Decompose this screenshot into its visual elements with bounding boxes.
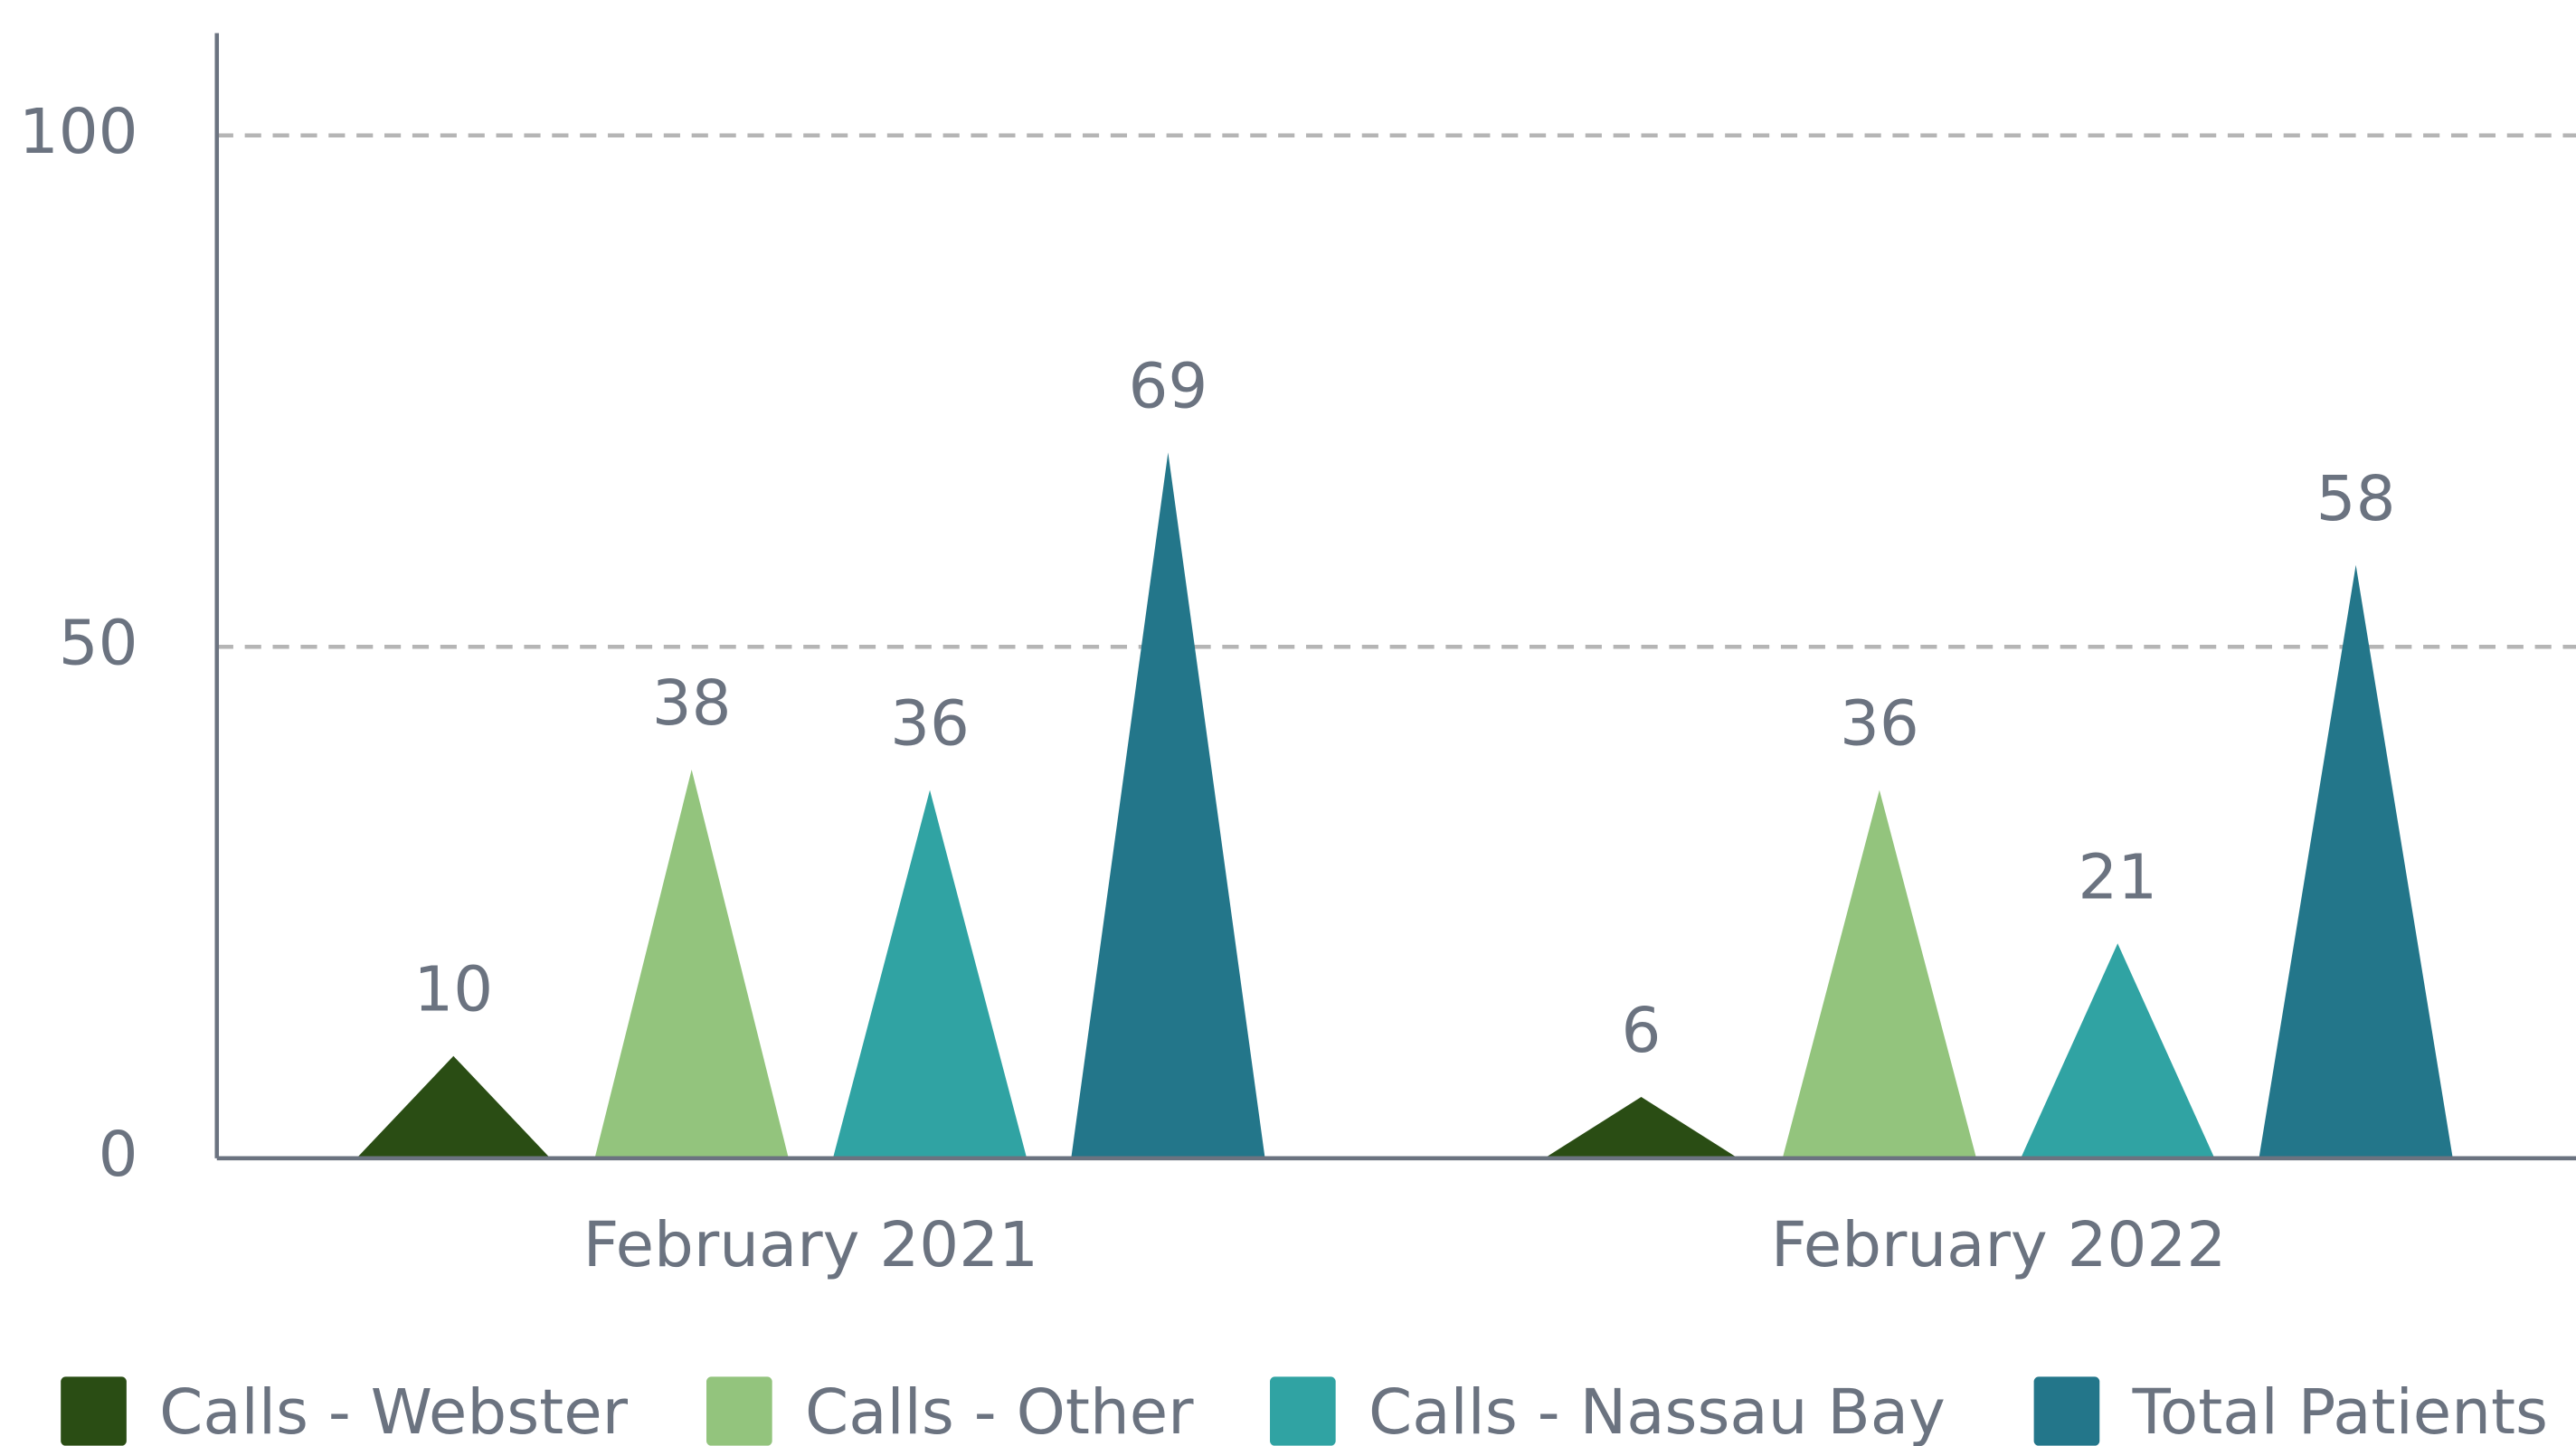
legend-label: Calls - Other bbox=[805, 1376, 1194, 1446]
bar bbox=[832, 789, 1028, 1158]
y-tick-label: 100 bbox=[19, 96, 138, 168]
bar bbox=[594, 770, 789, 1158]
y-tick-label: 50 bbox=[59, 607, 138, 679]
legend-label: Total Patients bbox=[2132, 1376, 2548, 1446]
data-label: 58 bbox=[2316, 463, 2396, 535]
data-label: 36 bbox=[1840, 688, 1919, 761]
legend-swatch bbox=[706, 1376, 772, 1446]
legend-swatch bbox=[2033, 1376, 2100, 1446]
bar bbox=[356, 1055, 551, 1158]
legend-swatch bbox=[61, 1376, 127, 1446]
bar bbox=[1071, 452, 1265, 1158]
data-label: 38 bbox=[652, 667, 732, 740]
bar bbox=[2021, 943, 2215, 1158]
legend-swatch bbox=[1270, 1376, 1336, 1446]
bar bbox=[1544, 1096, 1738, 1158]
legend-label: Calls - Webster bbox=[159, 1376, 629, 1446]
data-label: 36 bbox=[890, 688, 970, 761]
bar bbox=[1782, 789, 1977, 1158]
data-label: 10 bbox=[413, 954, 493, 1026]
data-label: 21 bbox=[2078, 841, 2157, 913]
legend-label: Calls - Nassau Bay bbox=[1368, 1376, 1946, 1446]
data-label: 69 bbox=[1128, 350, 1208, 422]
x-tick-label: February 2022 bbox=[1771, 1209, 2226, 1281]
data-label: 6 bbox=[1622, 995, 1662, 1067]
bar bbox=[2259, 564, 2453, 1158]
x-tick-label: February 2021 bbox=[583, 1209, 1038, 1281]
y-tick-label: 0 bbox=[99, 1119, 138, 1191]
